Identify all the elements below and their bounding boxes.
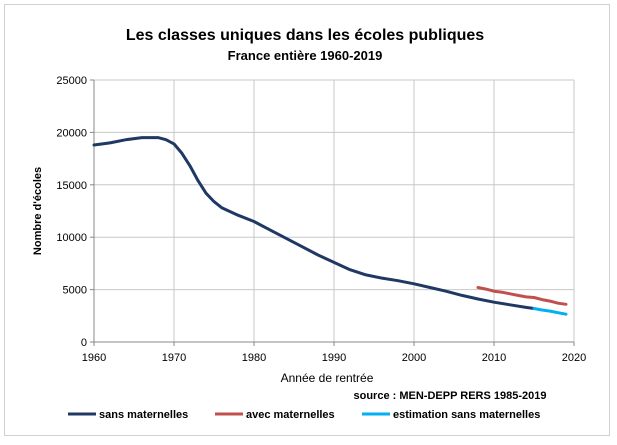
x-tick-label: 1970 (162, 352, 186, 364)
y-tick-label: 25000 (56, 75, 87, 87)
grid-lines (94, 79, 575, 342)
source-note: source : MEN-DEPP RERS 1985-2019 (354, 390, 547, 402)
series-line-estimation-sans-maternelles (532, 307, 568, 316)
legend: sans maternelles avec maternelles estimati… (68, 409, 540, 421)
x-tick-label: 2020 (562, 352, 586, 364)
y-tick-label: 20000 (56, 127, 87, 139)
legend-label: avec maternelles (246, 409, 335, 421)
y-tick-label: 5000 (63, 285, 87, 297)
legend-label: sans maternelles (99, 409, 188, 421)
series-line-sans-maternelles (92, 136, 536, 310)
y-axis-label: Nombre d'écoles (32, 167, 44, 255)
y-tick-label: 15000 (56, 180, 87, 192)
chart-subtitle: France entière 1960-2019 (228, 48, 383, 63)
series-line-avec-maternelles (476, 286, 568, 306)
x-tick-label: 2000 (402, 352, 426, 364)
x-tick-label: 1990 (322, 352, 346, 364)
x-tick-label: 1980 (242, 352, 266, 364)
chart-frame (4, 4, 610, 436)
chart-title: Les classes uniques dans les écoles publ… (126, 27, 484, 44)
x-tick-label: 2010 (482, 352, 506, 364)
axes (90, 79, 575, 346)
y-tick-label: 0 (81, 337, 87, 349)
legend-label: estimation sans maternelles (393, 409, 540, 421)
y-tick-label: 10000 (56, 232, 87, 244)
x-axis-label: Année de rentrée (281, 371, 374, 385)
x-tick-label: 1960 (82, 352, 106, 364)
tick-labels: 0 5000 10000 15000 20000 25000 1960 1970 1980 199… (56, 75, 586, 364)
series-lines (92, 136, 568, 316)
